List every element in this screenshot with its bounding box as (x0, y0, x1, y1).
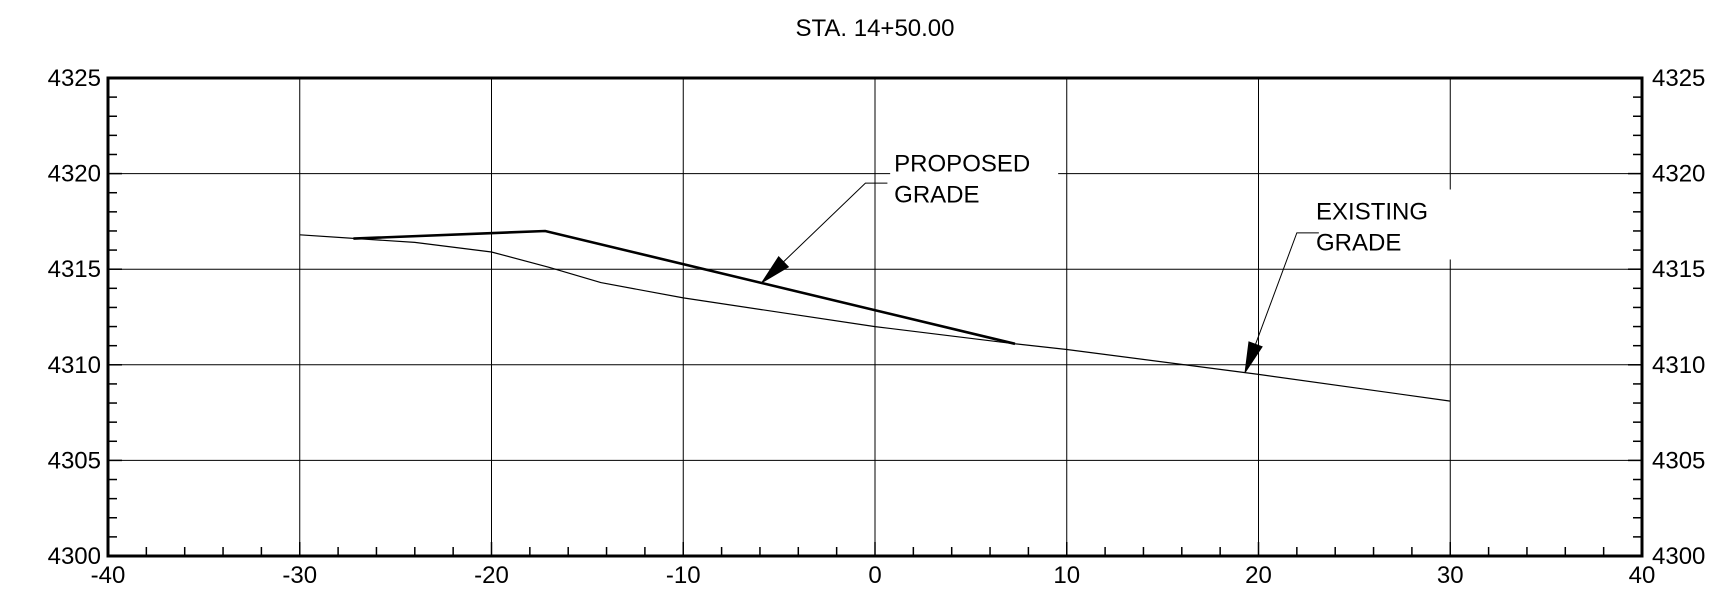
x-tick-label: 30 (1437, 562, 1464, 589)
proposed-label-leader-line (761, 182, 888, 283)
y-tick-label-right: 4310 (1652, 352, 1705, 379)
chart-title: STA. 14+50.00 (796, 15, 955, 42)
x-tick-label: -40 (91, 562, 126, 589)
x-tick-label: -10 (666, 562, 701, 589)
annotations: PROPOSED GRADE EXISTING GRADE (761, 141, 1481, 373)
y-tick-label-right: 4305 (1652, 447, 1705, 474)
proposed-label-text: GRADE (894, 182, 979, 209)
y-tick-label-left: 4305 (48, 447, 101, 474)
existing-label-text: GRADE (1316, 229, 1401, 256)
existing-label-leader-line (1244, 232, 1319, 373)
y-tick-label-right: 4300 (1652, 543, 1705, 570)
y-tick-label-left: 4320 (48, 161, 101, 188)
proposed-label-text: PROPOSED (894, 151, 1030, 178)
existing-grade-line (299, 234, 1451, 402)
proposed-label-arrowhead (761, 255, 790, 284)
existing-label-label-background (1312, 189, 1481, 260)
proposed-grade-line (353, 229, 1016, 346)
y-tick-label-left: 4310 (48, 352, 101, 379)
series-lines (299, 229, 1451, 402)
proposed-label-label-background (890, 141, 1059, 212)
x-tick-label: -20 (474, 562, 509, 589)
y-tick-label-left: 4315 (48, 256, 101, 283)
x-tick-label: 40 (1629, 562, 1656, 589)
plot-frame (106, 76, 1644, 558)
x-tick-label: 0 (868, 562, 881, 589)
existing-label-text: EXISTING (1316, 198, 1428, 225)
y-tick-label-right: 4315 (1652, 256, 1705, 283)
y-tick-label-left: 4300 (48, 543, 101, 570)
x-tick-label: 20 (1245, 562, 1272, 589)
y-tick-label-right: 4320 (1652, 161, 1705, 188)
existing-label-arrowhead (1244, 341, 1263, 373)
x-tick-label: 10 (1053, 562, 1080, 589)
grid-lines (108, 78, 1642, 556)
y-tick-label-left: 4325 (48, 65, 101, 92)
x-tick-label: -30 (282, 562, 317, 589)
y-tick-label-right: 4325 (1652, 65, 1705, 92)
